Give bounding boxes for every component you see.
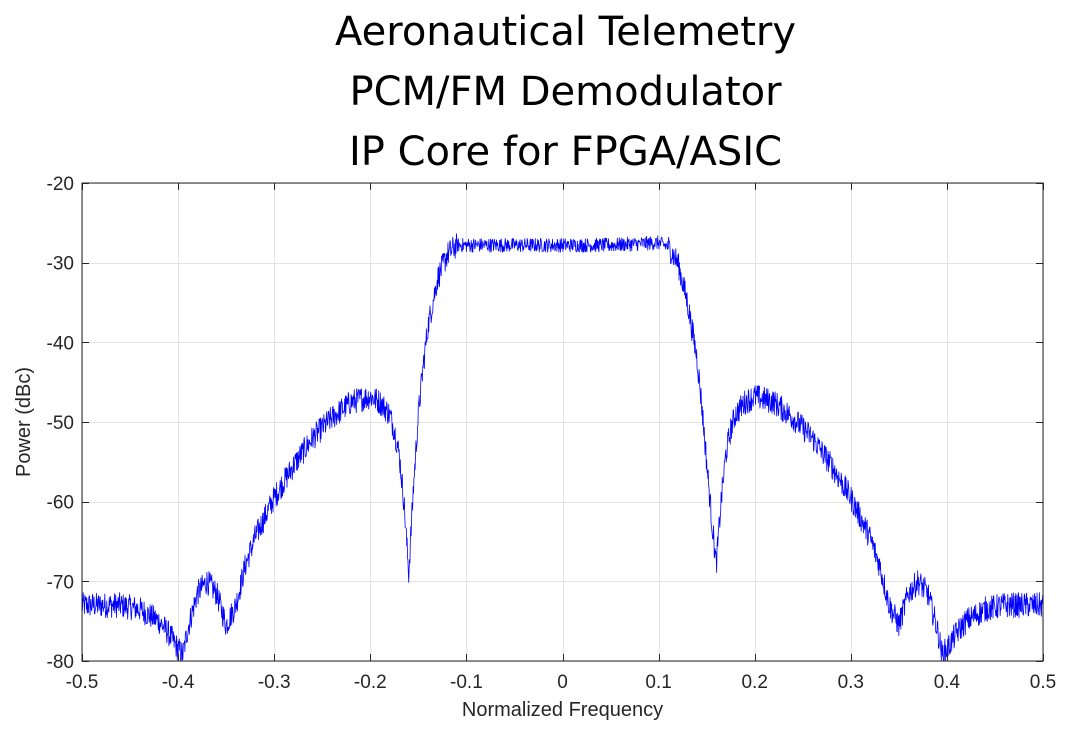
- ticks: [82, 183, 1044, 662]
- chart-title-line-2: PCM/FM Demodulator: [349, 69, 782, 115]
- x-tick-label: 0.3: [838, 672, 864, 693]
- y-tick-label: -30: [47, 254, 74, 275]
- y-tick-label: -20: [47, 174, 74, 195]
- x-tick-label: -0.1: [450, 672, 483, 693]
- x-tick-label: 0.1: [645, 672, 671, 693]
- y-tick-labels: -80 -70 -60 -50 -40 -30 -20: [47, 174, 74, 673]
- x-tick-label: -0.3: [258, 672, 291, 693]
- y-axis-label: Power (dBc): [13, 367, 35, 477]
- y-tick-label: -80: [47, 652, 74, 673]
- x-tick-label: -0.2: [354, 672, 387, 693]
- x-tick-labels: -0.5 -0.4 -0.3 -0.2 -0.1 0 0.1 0.2 0.3 0.4 0.5: [66, 672, 1057, 693]
- y-tick-label: -60: [47, 493, 74, 514]
- grid: [82, 183, 1044, 662]
- x-tick-label: 0.4: [934, 672, 961, 693]
- chart-title-line-3: IP Core for FPGA/ASIC: [348, 129, 783, 175]
- y-tick-label: -70: [47, 572, 74, 593]
- x-tick-label: 0.5: [1030, 672, 1056, 693]
- x-tick-label: 0.2: [741, 672, 767, 693]
- chart-title-line-1: Aeronautical Telemetry: [335, 9, 796, 55]
- x-tick-label: -0.4: [162, 672, 195, 693]
- y-tick-label: -40: [47, 333, 74, 354]
- x-tick-label: -0.5: [66, 672, 99, 693]
- series-layer: [81, 233, 1044, 662]
- x-tick-label: 0: [557, 672, 568, 693]
- chart-title: Aeronautical Telemetry PCM/FM Demodulato…: [0, 2, 1079, 182]
- y-tick-label: -50: [47, 413, 74, 434]
- x-axis-label: Normalized Frequency: [462, 699, 663, 721]
- series-line-0: [81, 233, 1044, 662]
